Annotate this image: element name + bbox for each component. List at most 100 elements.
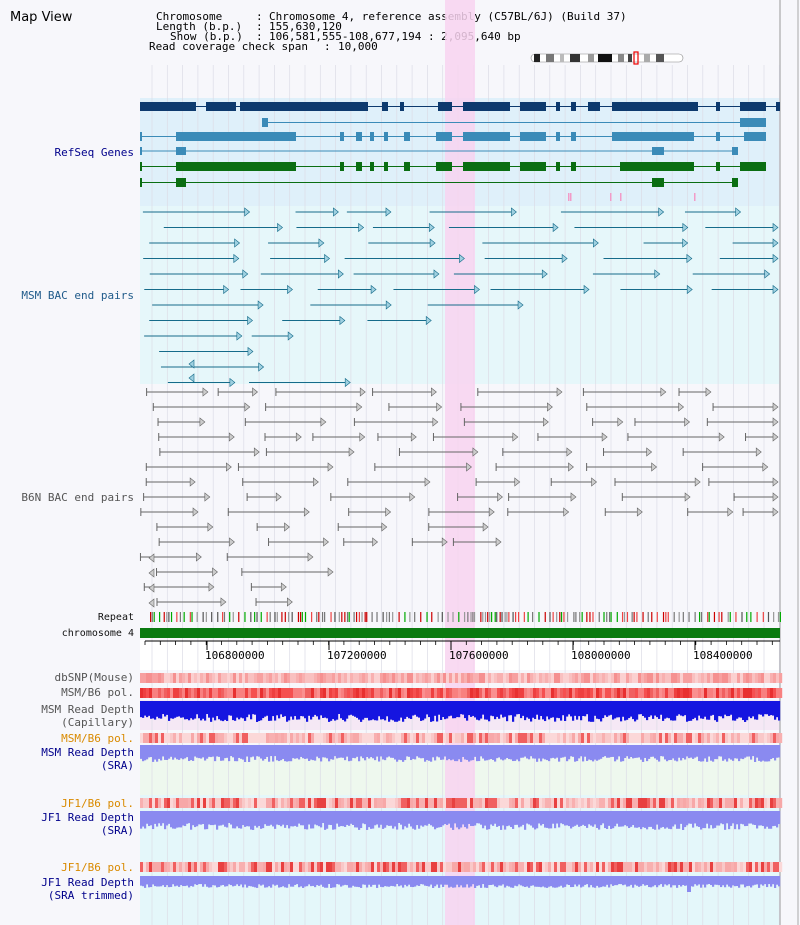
jf1-depth-trim-bar (242, 876, 245, 888)
repeat-element (636, 612, 638, 622)
repeat-element (217, 612, 219, 622)
track-label-msm-depth-sra-2[interactable]: (SRA) (100, 759, 134, 772)
track-label-jf1-b6-pol-2[interactable]: JF1/B6 pol. (61, 861, 134, 874)
msm-b6-pol-strip (200, 733, 204, 743)
msm-depth-capillary-bar (682, 701, 685, 717)
jf1-depth-trim-bar (618, 876, 621, 885)
msm-depth-capillary-bar (750, 701, 753, 719)
msm-depth-capillary-bar (562, 701, 565, 716)
dbsnp-strip (224, 673, 228, 683)
msm-b6-pol-strip (368, 733, 372, 743)
msm-depth-capillary-bar (214, 701, 217, 721)
msm-depth-capillary-bar (414, 701, 417, 715)
msm-depth-capillary-bar (494, 701, 497, 720)
msm-b6-pol-strip (179, 688, 183, 698)
msm-depth-capillary-bar (190, 701, 193, 719)
ruler-tick-label: 107200000 (327, 649, 387, 662)
jf1-b6-pol-strip (320, 798, 324, 808)
dbsnp-strip (488, 673, 492, 683)
track-label-jf1-b6-pol-1[interactable]: JF1/B6 pol. (61, 797, 134, 810)
msm-depth-sra-bar (220, 745, 223, 761)
msm-b6-pol-strip (371, 688, 375, 698)
msm-b6-pol-strip (695, 688, 699, 698)
msm-depth-sra-bar (480, 745, 483, 757)
jf1-depth-trim-bar (256, 876, 259, 888)
jf1-depth-trim-bar (772, 876, 775, 885)
track-label-msm-b6-pol-2[interactable]: MSM/B6 pol. (61, 732, 134, 745)
dbsnp-strip (632, 673, 636, 683)
dbsnp-strip (209, 673, 213, 683)
msm-b6-pol-strip (530, 733, 534, 743)
msm-b6-pol-strip (767, 733, 771, 743)
jf1-depth-sra-bar (354, 811, 357, 828)
msm-depth-capillary-bar (642, 701, 645, 717)
track-label-dbsnp[interactable]: dbSNP(Mouse) (54, 671, 134, 684)
dbsnp-strip (722, 673, 726, 683)
msm-b6-pol-strip (242, 733, 246, 743)
track-label-msm-depth-cap-1[interactable]: MSM Read Depth (41, 703, 134, 716)
b6n-bac-end (482, 522, 489, 532)
jf1-depth-sra-bar (776, 811, 779, 828)
msm-depth-capillary-bar (168, 701, 171, 721)
jf1-depth-trim-bar (378, 876, 381, 885)
b6n-bac-end (307, 552, 314, 562)
jf1-depth-sra-bar (694, 811, 697, 824)
jf1-depth-sra-bar (378, 811, 381, 828)
jf1-depth-sra-bar (682, 811, 685, 830)
chromosome-ideogram[interactable] (528, 51, 688, 65)
msm-depth-capillary-bar (716, 701, 719, 722)
track-label-refseq-genes[interactable]: RefSeq Genes (54, 146, 134, 159)
msm-depth-capillary-bar (688, 701, 691, 721)
msm-depth-sra-bar (284, 745, 287, 762)
msm-b6-pol-strip (353, 733, 357, 743)
b6n-bac-end (591, 477, 598, 487)
jf1-depth-trim-bar (632, 876, 635, 888)
jf1-depth-trim-bar (470, 876, 473, 887)
msm-b6-pol-strip (590, 688, 594, 698)
track-label-b6n-bac[interactable]: B6N BAC end pairs (21, 491, 134, 504)
jf1-b6-pol-strip (668, 862, 672, 872)
track-label-chromosome[interactable]: chromosome 4 (61, 628, 134, 639)
msm-depth-capillary-bar (722, 701, 725, 719)
msm-depth-sra-bar (684, 745, 687, 760)
track-label-msm-bac[interactable]: MSM BAC end pairs (21, 289, 134, 302)
dbsnp-strip (299, 673, 303, 683)
jf1-depth-sra-bar (750, 811, 753, 824)
show-key: Show (b.p.) (170, 30, 243, 43)
dbsnp-strip (746, 673, 750, 683)
msm-b6-pol-strip (224, 733, 228, 743)
msm-depth-sra-bar (316, 745, 319, 757)
msm-depth-capillary-bar (364, 701, 367, 718)
msm-b6-pol-strip (665, 733, 669, 743)
jf1-b6-pol-strip (140, 798, 144, 808)
msm-depth-sra-bar (612, 745, 615, 757)
msm-depth-sra-bar (394, 745, 397, 760)
jf1-b6-pol-strip (233, 862, 237, 872)
track-label-repeat[interactable]: Repeat (97, 612, 134, 623)
msm-depth-capillary-bar (146, 701, 149, 718)
track-label-msm-depth-sra-1[interactable]: MSM Read Depth (41, 746, 134, 759)
repeat-element (250, 612, 252, 622)
dbsnp-strip (590, 673, 594, 683)
track-label-jf1-depth-sra-2[interactable]: (SRA) (100, 824, 134, 837)
jf1-b6-pol-strip (254, 798, 258, 808)
msm-b6-pol-strip (305, 733, 309, 743)
msm-b6-pol-strip (284, 688, 288, 698)
msm-depth-sra-bar (314, 745, 317, 761)
jf1-depth-sra-bar (606, 811, 609, 830)
jf1-b6-pol-strip (356, 862, 360, 872)
msm-b6-pol-strip (683, 688, 687, 698)
msm-depth-sra-bar (552, 745, 555, 758)
track-label-msm-b6-pol-1[interactable]: MSM/B6 pol. (61, 686, 134, 699)
track-label-jf1-depth-trim-2[interactable]: (SRA trimmed) (47, 889, 134, 902)
dbsnp-strip (407, 673, 411, 683)
jf1-depth-sra-bar (420, 811, 423, 826)
track-label-jf1-depth-trim-1[interactable]: JF1 Read Depth (41, 876, 134, 889)
msm-depth-sra-bar (574, 745, 577, 762)
track-label-jf1-depth-sra-1[interactable]: JF1 Read Depth (41, 811, 134, 824)
b6n-bac-end (424, 477, 431, 487)
track-label-msm-depth-cap-2[interactable]: (Capillary) (61, 716, 134, 729)
msm-b6-pol-strip (605, 733, 609, 743)
jf1-b6-pol-strip (779, 862, 783, 872)
